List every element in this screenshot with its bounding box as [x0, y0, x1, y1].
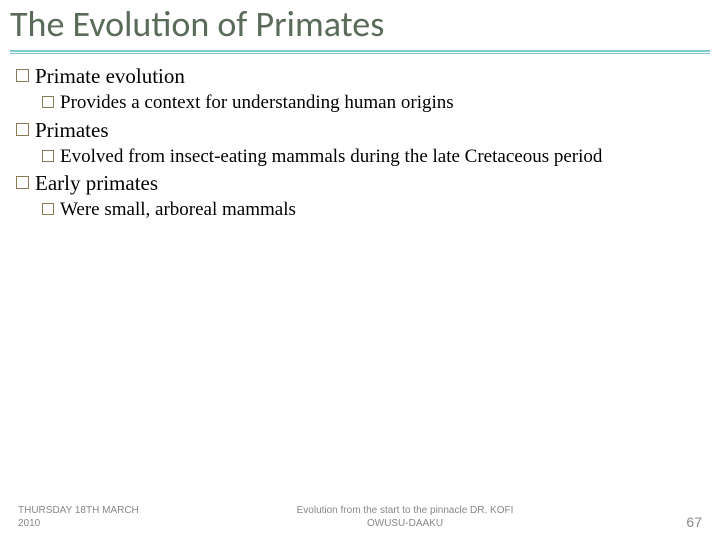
square-bullet-icon — [42, 96, 54, 108]
slide-title: The Evolution of Primates — [0, 0, 720, 46]
square-bullet-icon — [16, 69, 29, 82]
square-bullet-icon — [16, 123, 29, 136]
list-subitem-text: Evolved from insect-eating mammals durin… — [60, 145, 704, 170]
footer-date-line2: 2010 — [18, 517, 168, 530]
page-number: 67 — [642, 514, 702, 530]
square-bullet-icon — [16, 176, 29, 189]
list-item: Primates — [16, 118, 704, 143]
list-subitem-text: Provides a context for understanding hum… — [60, 91, 704, 116]
list-item-text: Early primates — [35, 171, 704, 196]
list-item: Early primates — [16, 171, 704, 196]
slide-footer: THURSDAY 18TH MARCH 2010 Evolution from … — [0, 504, 720, 530]
square-bullet-icon — [42, 203, 54, 215]
footer-attribution: Evolution from the start to the pinnacle… — [168, 504, 642, 530]
title-underline — [10, 50, 710, 54]
footer-center-line1: Evolution from the start to the pinnacle… — [188, 504, 622, 517]
list-item-text: Primates — [35, 118, 704, 143]
list-subitem: Evolved from insect-eating mammals durin… — [42, 145, 704, 170]
list-subitem: Provides a context for understanding hum… — [42, 91, 704, 116]
list-subitem-text: Were small, arboreal mammals — [60, 198, 704, 223]
list-item-text: Primate evolution — [35, 64, 704, 89]
footer-center-line2: OWUSU-DAAKU — [188, 517, 622, 530]
content-area: Primate evolution Provides a context for… — [0, 54, 720, 223]
list-item: Primate evolution — [16, 64, 704, 89]
square-bullet-icon — [42, 150, 54, 162]
list-subitem: Were small, arboreal mammals — [42, 198, 704, 223]
footer-date-line1: THURSDAY 18TH MARCH — [18, 504, 168, 517]
footer-date: THURSDAY 18TH MARCH 2010 — [18, 504, 168, 530]
